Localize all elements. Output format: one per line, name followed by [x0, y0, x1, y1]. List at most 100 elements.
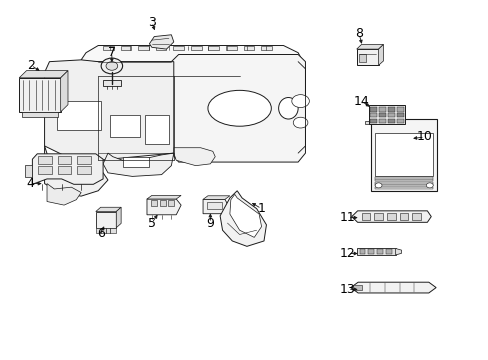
Polygon shape [149, 35, 173, 49]
Polygon shape [365, 121, 370, 125]
Bar [369, 119, 376, 123]
Text: 11: 11 [339, 211, 355, 224]
Polygon shape [44, 146, 108, 196]
Bar [57, 101, 101, 130]
Bar [369, 107, 376, 112]
Polygon shape [19, 78, 61, 112]
Bar [374, 134, 432, 176]
Polygon shape [356, 49, 378, 65]
Bar [387, 119, 394, 123]
Bar [77, 156, 91, 163]
Polygon shape [220, 191, 266, 246]
Text: 8: 8 [354, 27, 363, 40]
Bar [138, 46, 149, 50]
Bar [110, 116, 140, 137]
Ellipse shape [278, 98, 298, 119]
Bar [374, 187, 432, 189]
Bar [378, 119, 386, 123]
Bar [261, 46, 271, 50]
Bar [38, 166, 52, 174]
Bar [387, 113, 394, 117]
Polygon shape [103, 153, 173, 176]
Polygon shape [47, 184, 81, 205]
Text: 9: 9 [206, 216, 214, 230]
Bar [369, 113, 376, 117]
Bar [144, 116, 168, 144]
Polygon shape [96, 207, 121, 212]
Text: 7: 7 [108, 46, 116, 59]
Bar [386, 213, 395, 220]
Polygon shape [370, 119, 436, 191]
Polygon shape [203, 199, 227, 214]
Polygon shape [116, 207, 121, 228]
Circle shape [374, 183, 381, 188]
Bar [378, 107, 386, 112]
Polygon shape [44, 60, 173, 166]
Bar [225, 46, 236, 50]
Bar [374, 179, 432, 181]
Polygon shape [147, 199, 181, 215]
Polygon shape [32, 154, 103, 184]
Text: 3: 3 [147, 16, 156, 29]
Polygon shape [173, 148, 215, 166]
Bar [356, 248, 395, 255]
Bar [374, 177, 432, 179]
Text: 1: 1 [257, 202, 265, 215]
Bar [396, 107, 404, 112]
Bar [38, 156, 52, 163]
Polygon shape [229, 194, 261, 237]
Polygon shape [395, 248, 401, 255]
Bar [243, 46, 254, 50]
Text: 10: 10 [416, 130, 432, 144]
Bar [58, 156, 71, 163]
Circle shape [426, 183, 432, 188]
Bar [385, 249, 391, 254]
Bar [190, 46, 201, 50]
Bar [367, 249, 373, 254]
Bar [359, 249, 365, 254]
Polygon shape [147, 195, 181, 199]
Circle shape [101, 58, 122, 74]
Bar [96, 228, 116, 233]
Text: 4: 4 [26, 177, 34, 190]
Ellipse shape [207, 90, 271, 126]
Bar [373, 213, 382, 220]
Bar [159, 200, 165, 206]
Text: 14: 14 [353, 95, 368, 108]
Bar [156, 46, 166, 50]
Polygon shape [81, 45, 303, 69]
Bar [208, 46, 219, 50]
Bar [396, 119, 404, 123]
Polygon shape [19, 71, 68, 78]
Bar [399, 213, 407, 220]
Bar [121, 46, 131, 50]
Bar [352, 285, 361, 291]
Bar [151, 200, 157, 206]
Polygon shape [356, 44, 383, 49]
Bar [58, 166, 71, 174]
Polygon shape [350, 282, 435, 293]
Polygon shape [61, 71, 68, 112]
Bar [374, 184, 432, 186]
Bar [378, 113, 386, 117]
Bar [387, 107, 394, 112]
Circle shape [293, 117, 307, 128]
Bar [168, 200, 174, 206]
Bar [206, 202, 221, 210]
Bar [103, 46, 114, 50]
Bar [396, 113, 404, 117]
Bar [376, 249, 382, 254]
Polygon shape [96, 212, 116, 228]
Bar [358, 54, 366, 62]
Bar [361, 213, 369, 220]
Text: 6: 6 [97, 226, 104, 239]
Polygon shape [368, 105, 405, 124]
Text: 2: 2 [27, 59, 35, 72]
Text: 12: 12 [339, 247, 355, 260]
Polygon shape [351, 211, 430, 222]
Text: 5: 5 [147, 216, 156, 230]
Bar [103, 80, 121, 86]
Bar [122, 157, 149, 167]
Circle shape [65, 172, 77, 181]
Polygon shape [25, 165, 32, 177]
